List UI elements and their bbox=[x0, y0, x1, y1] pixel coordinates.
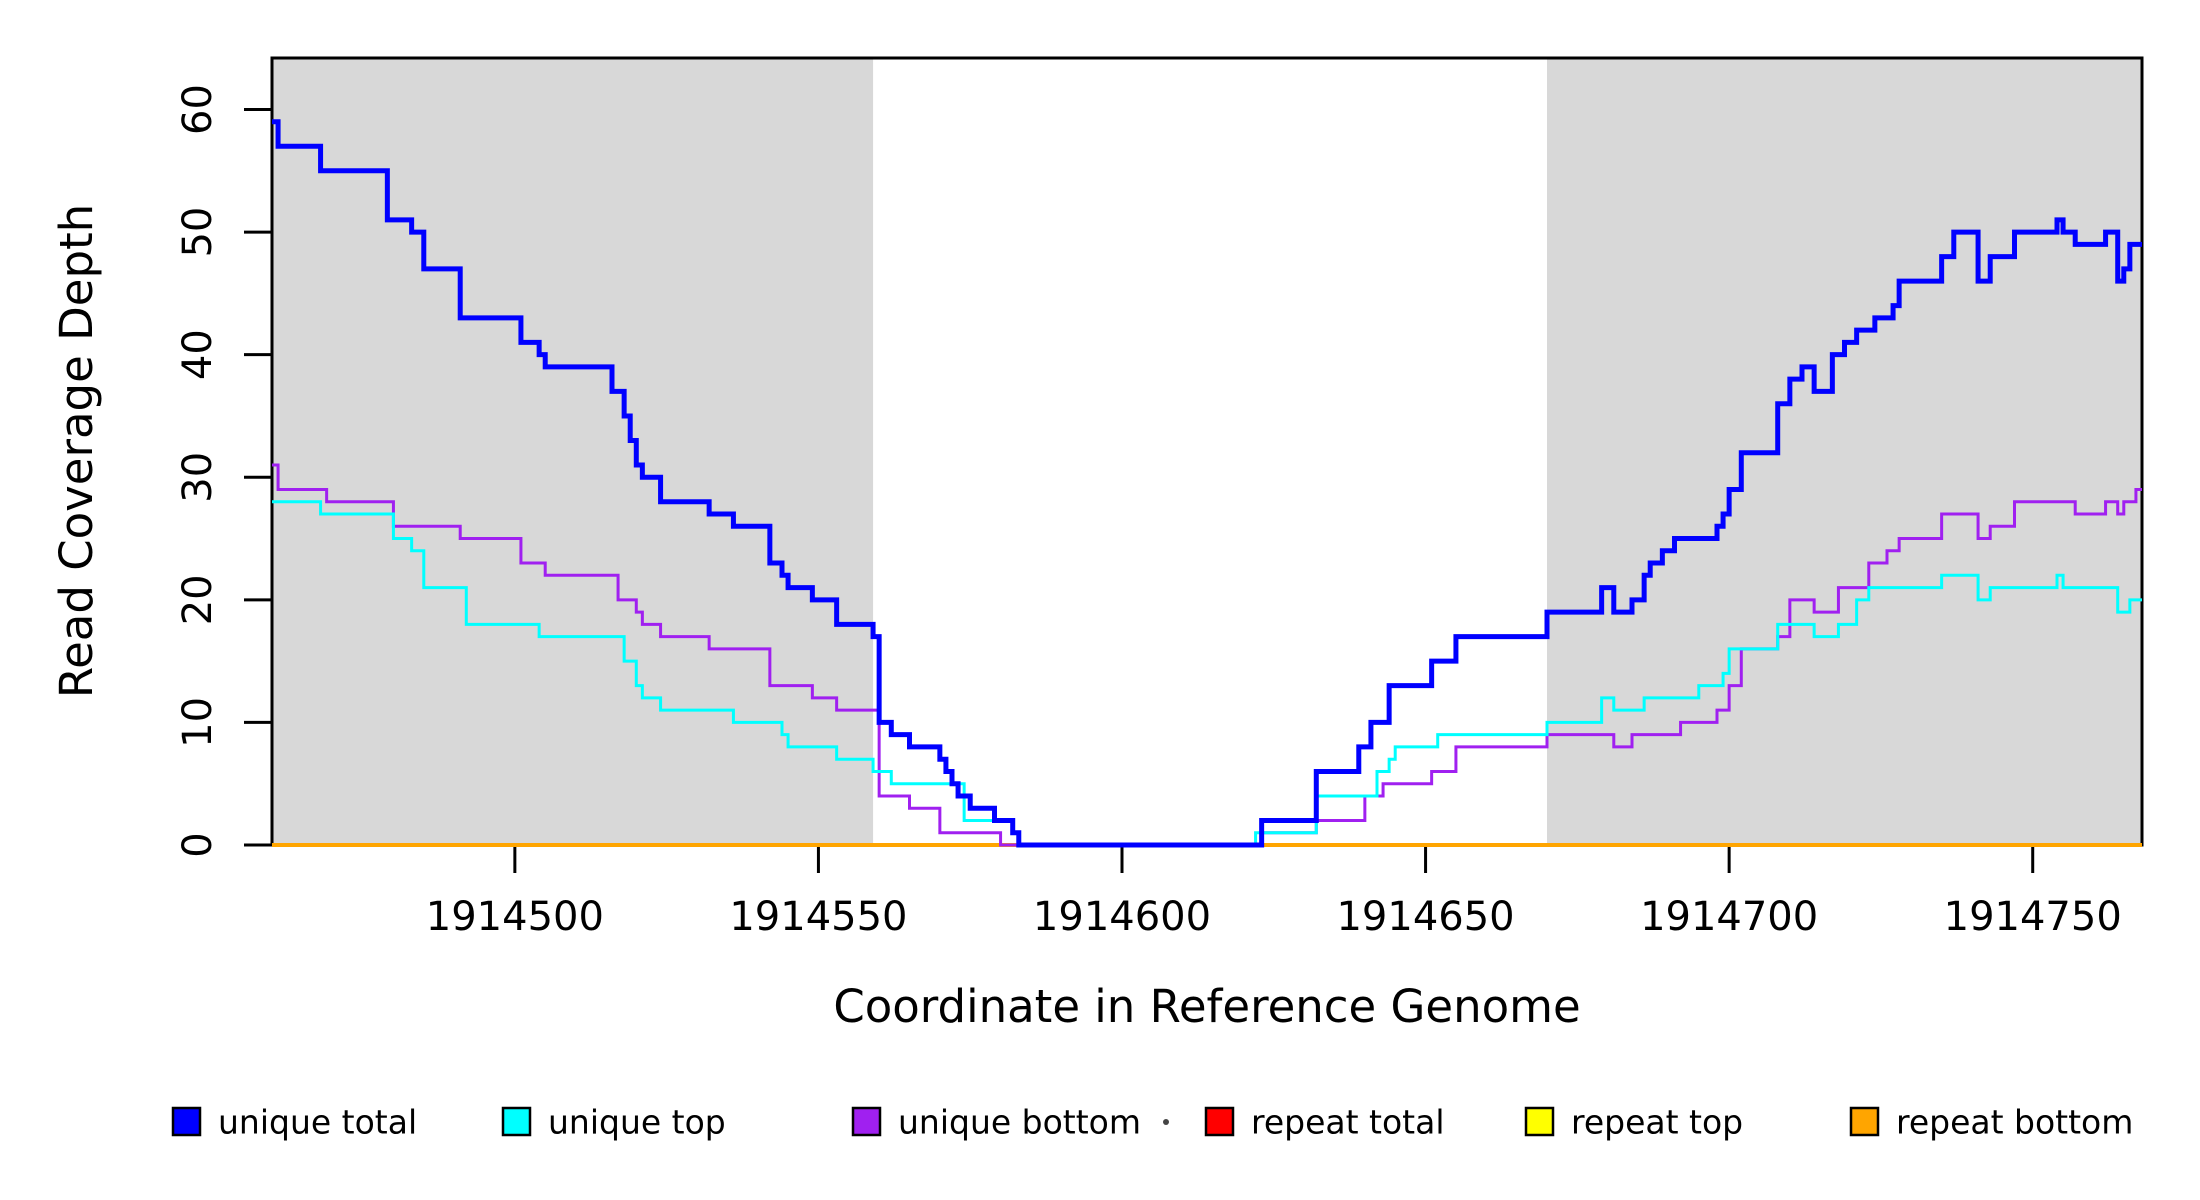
shaded-region-0 bbox=[272, 58, 874, 845]
y-tick-label: 40 bbox=[175, 329, 221, 380]
y-tick-label: 60 bbox=[175, 84, 221, 135]
x-tick-label: 1914700 bbox=[1640, 894, 1818, 940]
legend-swatch-repeat-top bbox=[1524, 1106, 1555, 1137]
axis-ticks-layer: 1914500 1914550 1914600 1914650 1914700 19147… bbox=[175, 84, 2122, 940]
y-tick-label: 0 bbox=[175, 832, 221, 857]
shaded-region-1 bbox=[1547, 58, 2142, 845]
legend: unique total unique top unique bottom repea… bbox=[171, 1103, 2133, 1142]
data-series-layer bbox=[272, 119, 2142, 848]
legend-item-repeat-bottom: repeat bottom bbox=[1849, 1103, 2133, 1142]
legend-item-unique-bottom: unique bottom bbox=[851, 1103, 1141, 1142]
x-axis-title: Coordinate in Reference Genome bbox=[833, 980, 1580, 1033]
y-tick-label: 50 bbox=[175, 207, 221, 258]
legend-item-repeat-top: repeat top bbox=[1524, 1103, 1743, 1142]
legend-swatch-unique-total bbox=[171, 1106, 202, 1137]
legend-swatch-unique-bottom bbox=[851, 1106, 882, 1137]
stray-dot bbox=[1163, 1119, 1169, 1125]
x-tick-label: 1914500 bbox=[426, 894, 604, 940]
legend-item-unique-top: unique top bbox=[501, 1103, 726, 1142]
legend-label: unique total bbox=[218, 1103, 417, 1142]
legend-item-repeat-total: repeat total bbox=[1204, 1103, 1445, 1142]
series-unique-total-line bbox=[272, 119, 2142, 848]
x-tick-label: 1914600 bbox=[1033, 894, 1211, 940]
series-unique-bottom-line bbox=[272, 463, 2142, 847]
y-tick-label: 20 bbox=[175, 574, 221, 625]
legend-label: unique top bbox=[548, 1103, 726, 1142]
series-unique-top-line bbox=[272, 500, 2142, 847]
legend-label: repeat top bbox=[1571, 1103, 1743, 1142]
x-tick-label: 1914650 bbox=[1336, 894, 1514, 940]
x-tick-label: 1914550 bbox=[729, 894, 907, 940]
legend-swatch-repeat-bottom bbox=[1849, 1106, 1880, 1137]
y-tick-label: 30 bbox=[175, 452, 221, 503]
y-tick-label: 10 bbox=[175, 697, 221, 748]
legend-swatch-unique-top bbox=[501, 1106, 532, 1137]
legend-label: repeat total bbox=[1251, 1103, 1445, 1142]
legend-label: repeat bottom bbox=[1896, 1103, 2133, 1142]
x-tick-label: 1914750 bbox=[1944, 894, 2122, 940]
shaded-regions-layer bbox=[272, 58, 2142, 845]
y-axis-title: Read Coverage Depth bbox=[50, 204, 103, 698]
legend-label: unique bottom bbox=[898, 1103, 1141, 1142]
legend-swatch-repeat-total bbox=[1204, 1106, 1235, 1137]
legend-item-unique-total: unique total bbox=[171, 1103, 417, 1142]
